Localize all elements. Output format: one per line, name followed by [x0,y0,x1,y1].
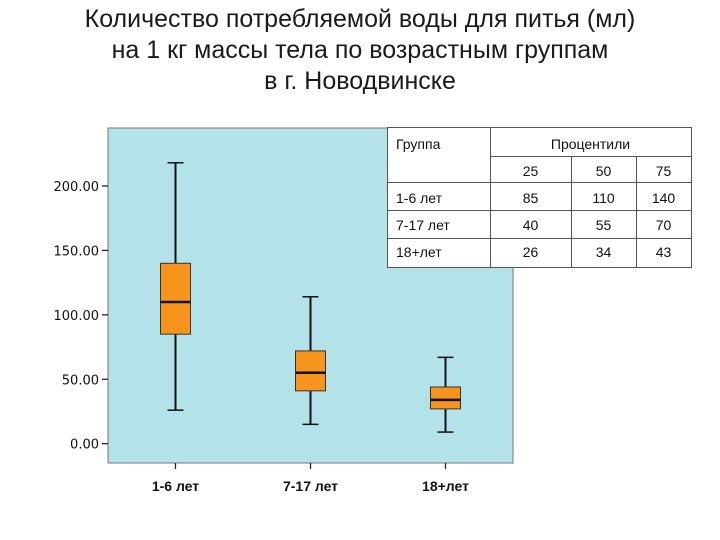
table-row-group: 7-17 лет [396,217,450,233]
iqr-box [160,262,191,335]
y-tick-label: 150.00 [54,244,100,259]
column-header-25: 25 [522,163,539,179]
column-header-75: 75 [655,163,672,179]
x-tick-label: 7-17 лет [283,478,338,494]
table-cell: 110 [592,190,615,206]
table-cell: 55 [595,217,612,233]
table-cell: 26 [522,244,539,260]
table-cell: 40 [522,217,539,233]
box-2 [295,296,326,426]
y-tick-label: 0.00 [70,438,99,453]
x-tick-label: 1-6 лет [152,478,199,494]
box-series [160,162,461,433]
table-cell: 34 [595,244,612,260]
box-1 [160,162,191,411]
title-line-1: Количество потребляемой воды для питья (… [84,5,636,33]
percentile-table: Группа Процентили 25 50 75 1-6 лет 85 11… [387,127,692,268]
column-header-50: 50 [595,163,612,179]
page-title: Количество потребляемой воды для питья (… [0,4,720,97]
table-cell: 140 [651,190,676,206]
title-line-3: в г. Новодвинске [264,67,456,95]
iqr-box [430,386,461,410]
iqr-box [295,350,326,392]
box-3 [430,356,461,433]
group-header: Группа [396,136,441,152]
table-cell: 85 [522,190,539,206]
y-tick-label: 200.00 [54,180,100,195]
title-line-2: на 1 кг массы тела по возрастным группам [111,36,609,64]
table-cell: 70 [655,217,672,233]
x-axis: 1-6 лет 7-17 лет 18+лет [152,463,469,494]
y-tick-label: 50.00 [62,373,99,388]
table-cell: 43 [655,244,672,260]
y-tick-label: 100.00 [54,309,100,324]
x-tick-label: 18+лет [422,478,469,494]
table-row-group: 1-6 лет [396,190,443,206]
table-row-group: 18+лет [396,244,442,260]
percentile-header: Процентили [550,136,631,152]
y-axis: 0.00 50.00 100.00 150.00 200.00 [54,180,108,453]
